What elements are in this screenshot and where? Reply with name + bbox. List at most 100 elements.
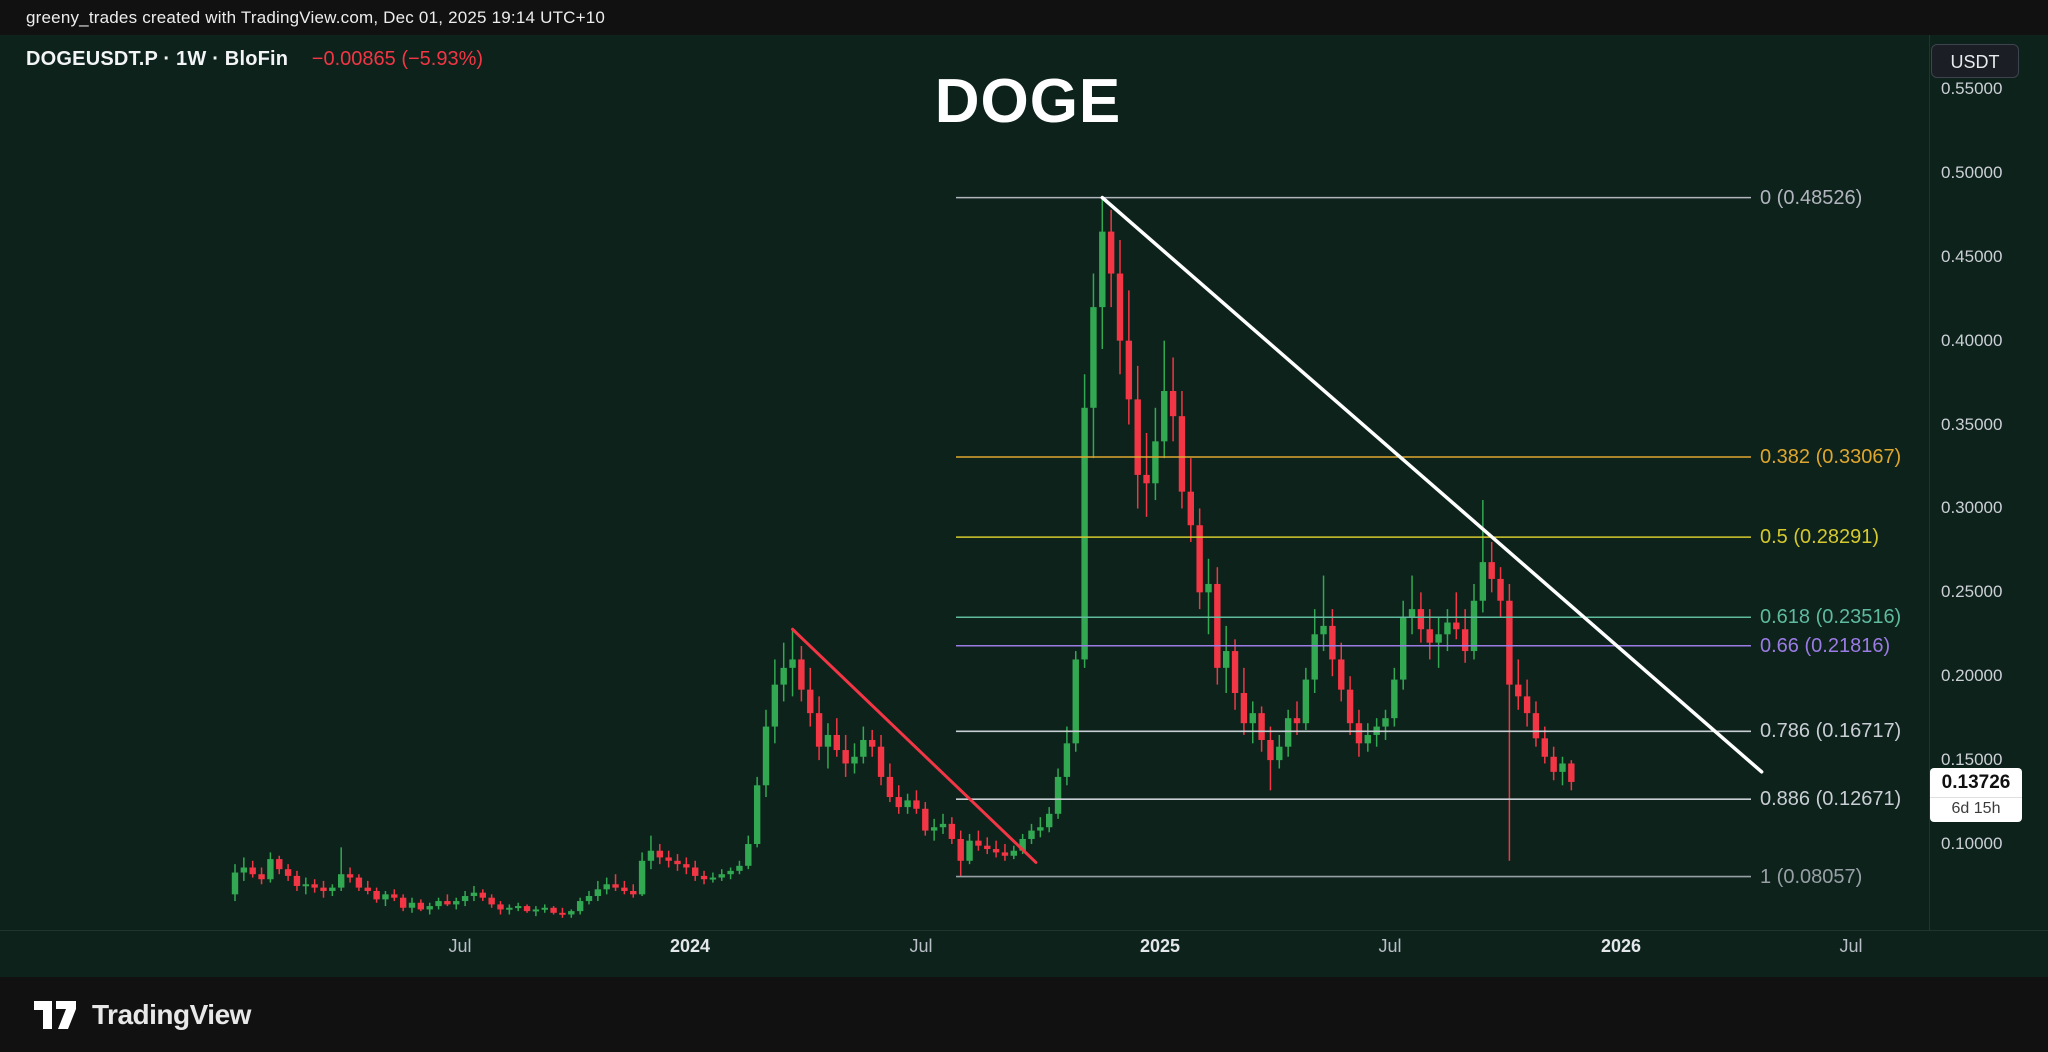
tradingview-logo[interactable]: TradingView bbox=[32, 998, 251, 1032]
price-tick-label: 0.45000 bbox=[1941, 246, 2003, 266]
candle-body bbox=[338, 874, 345, 888]
candle-body bbox=[1515, 684, 1522, 697]
candle-body bbox=[1116, 273, 1124, 341]
candle-body bbox=[391, 894, 398, 898]
candle-body bbox=[1559, 763, 1566, 772]
candle-body bbox=[1072, 659, 1079, 744]
price-tick-label: 0.55000 bbox=[1941, 79, 2003, 98]
candle-body bbox=[1470, 600, 1478, 652]
currency-unit-button[interactable]: USDT bbox=[1931, 44, 2019, 78]
candle-body bbox=[1532, 713, 1540, 739]
candle-body bbox=[603, 884, 610, 890]
time-axis-label: 2024 bbox=[669, 936, 711, 956]
candle-body bbox=[798, 659, 805, 690]
candle-body bbox=[895, 797, 902, 808]
candle-body bbox=[860, 739, 867, 757]
candle-body bbox=[1435, 634, 1442, 643]
candle-body bbox=[851, 756, 858, 764]
candle-body bbox=[1417, 609, 1425, 630]
candle-body bbox=[1320, 625, 1327, 635]
candle-body bbox=[1523, 696, 1531, 714]
candle-body bbox=[948, 823, 956, 839]
time-axis-label: Jul bbox=[448, 936, 472, 956]
candle-body bbox=[656, 850, 663, 858]
price-tick-label: 0.50000 bbox=[1941, 162, 2003, 182]
candle-body bbox=[984, 845, 991, 850]
candle-body bbox=[408, 902, 416, 908]
candle-body bbox=[753, 785, 761, 845]
candle-body bbox=[1506, 600, 1513, 685]
time-axis-label: 2026 bbox=[1600, 936, 1642, 956]
fib-label: 0.618 (0.23516) bbox=[1760, 606, 1902, 629]
candle-body bbox=[727, 870, 734, 875]
candle-body bbox=[594, 889, 602, 897]
candle-body bbox=[1364, 734, 1371, 744]
candle-body bbox=[1267, 739, 1274, 761]
candle-body bbox=[966, 840, 973, 861]
candle-body bbox=[1293, 718, 1301, 724]
candle-body bbox=[355, 877, 363, 888]
price-tick-label: 0.15000 bbox=[1941, 750, 2003, 770]
candle-body bbox=[320, 887, 327, 891]
candle-body bbox=[1550, 756, 1557, 772]
candle-body bbox=[585, 896, 593, 902]
candle-body bbox=[957, 838, 964, 861]
candle-body bbox=[1214, 583, 1221, 668]
price-tick-label: 0.30000 bbox=[1941, 498, 2003, 518]
candle-body bbox=[1258, 713, 1265, 740]
symbol-title[interactable]: DOGEUSDT.P · 1W · BloFin bbox=[26, 48, 289, 70]
fib-label: 0.66 (0.21816) bbox=[1760, 634, 1891, 657]
candle-body bbox=[718, 874, 725, 878]
candle-body bbox=[1276, 746, 1283, 761]
candle-body bbox=[497, 904, 504, 910]
attribution-text: greeny_trades created with TradingView.c… bbox=[26, 8, 606, 27]
candle-body bbox=[1568, 763, 1575, 782]
downtrend-line-2024[interactable] bbox=[791, 627, 1038, 864]
current-price-badge: 0.13726 6d 15h bbox=[1930, 768, 2022, 822]
downtrend-line-2025[interactable] bbox=[1100, 195, 1764, 774]
price-tick-label: 0.35000 bbox=[1941, 414, 2003, 434]
candle-body bbox=[762, 726, 770, 786]
candle-body bbox=[364, 887, 371, 891]
candle-body bbox=[444, 901, 451, 905]
candle-body bbox=[1497, 578, 1504, 601]
price-tick-label: 0.40000 bbox=[1941, 330, 2003, 350]
candle-body bbox=[1125, 340, 1133, 400]
symbol-legend[interactable]: DOGEUSDT.P · 1W · BloFin −0.00865 (−5.93… bbox=[26, 48, 483, 71]
attribution-bar: greeny_trades created with TradingView.c… bbox=[0, 0, 2048, 35]
candle-body bbox=[426, 906, 433, 910]
candle-body bbox=[833, 734, 840, 751]
candle-body bbox=[231, 872, 239, 895]
candle-body bbox=[1311, 634, 1318, 680]
candle-body bbox=[267, 859, 274, 880]
candle-body bbox=[293, 875, 301, 886]
candle-body bbox=[842, 750, 849, 764]
time-axis-label: 2025 bbox=[1139, 936, 1181, 956]
candle-body bbox=[1329, 625, 1336, 660]
candle-body bbox=[435, 901, 442, 907]
candle-body bbox=[869, 739, 876, 747]
candle-body bbox=[249, 867, 256, 875]
candle-body bbox=[807, 689, 814, 714]
candle-body bbox=[1099, 231, 1106, 308]
candle-body bbox=[550, 907, 557, 913]
candle-body bbox=[1453, 622, 1460, 630]
candle-body bbox=[780, 667, 787, 685]
candle-body bbox=[745, 844, 752, 866]
candle-body bbox=[461, 896, 469, 902]
candle-body bbox=[709, 877, 717, 880]
candle-body bbox=[1338, 659, 1345, 690]
candle-body bbox=[975, 840, 982, 846]
tradingview-logo-icon bbox=[34, 1000, 76, 1029]
candle-body bbox=[630, 890, 637, 895]
candle-body bbox=[515, 906, 522, 909]
candle-body bbox=[1382, 718, 1389, 727]
candle-body bbox=[276, 859, 283, 870]
candle-body bbox=[399, 897, 407, 908]
candle-body bbox=[621, 887, 628, 891]
candle-body bbox=[1143, 474, 1150, 484]
candle-body bbox=[771, 684, 779, 727]
candle-body bbox=[1001, 852, 1009, 856]
